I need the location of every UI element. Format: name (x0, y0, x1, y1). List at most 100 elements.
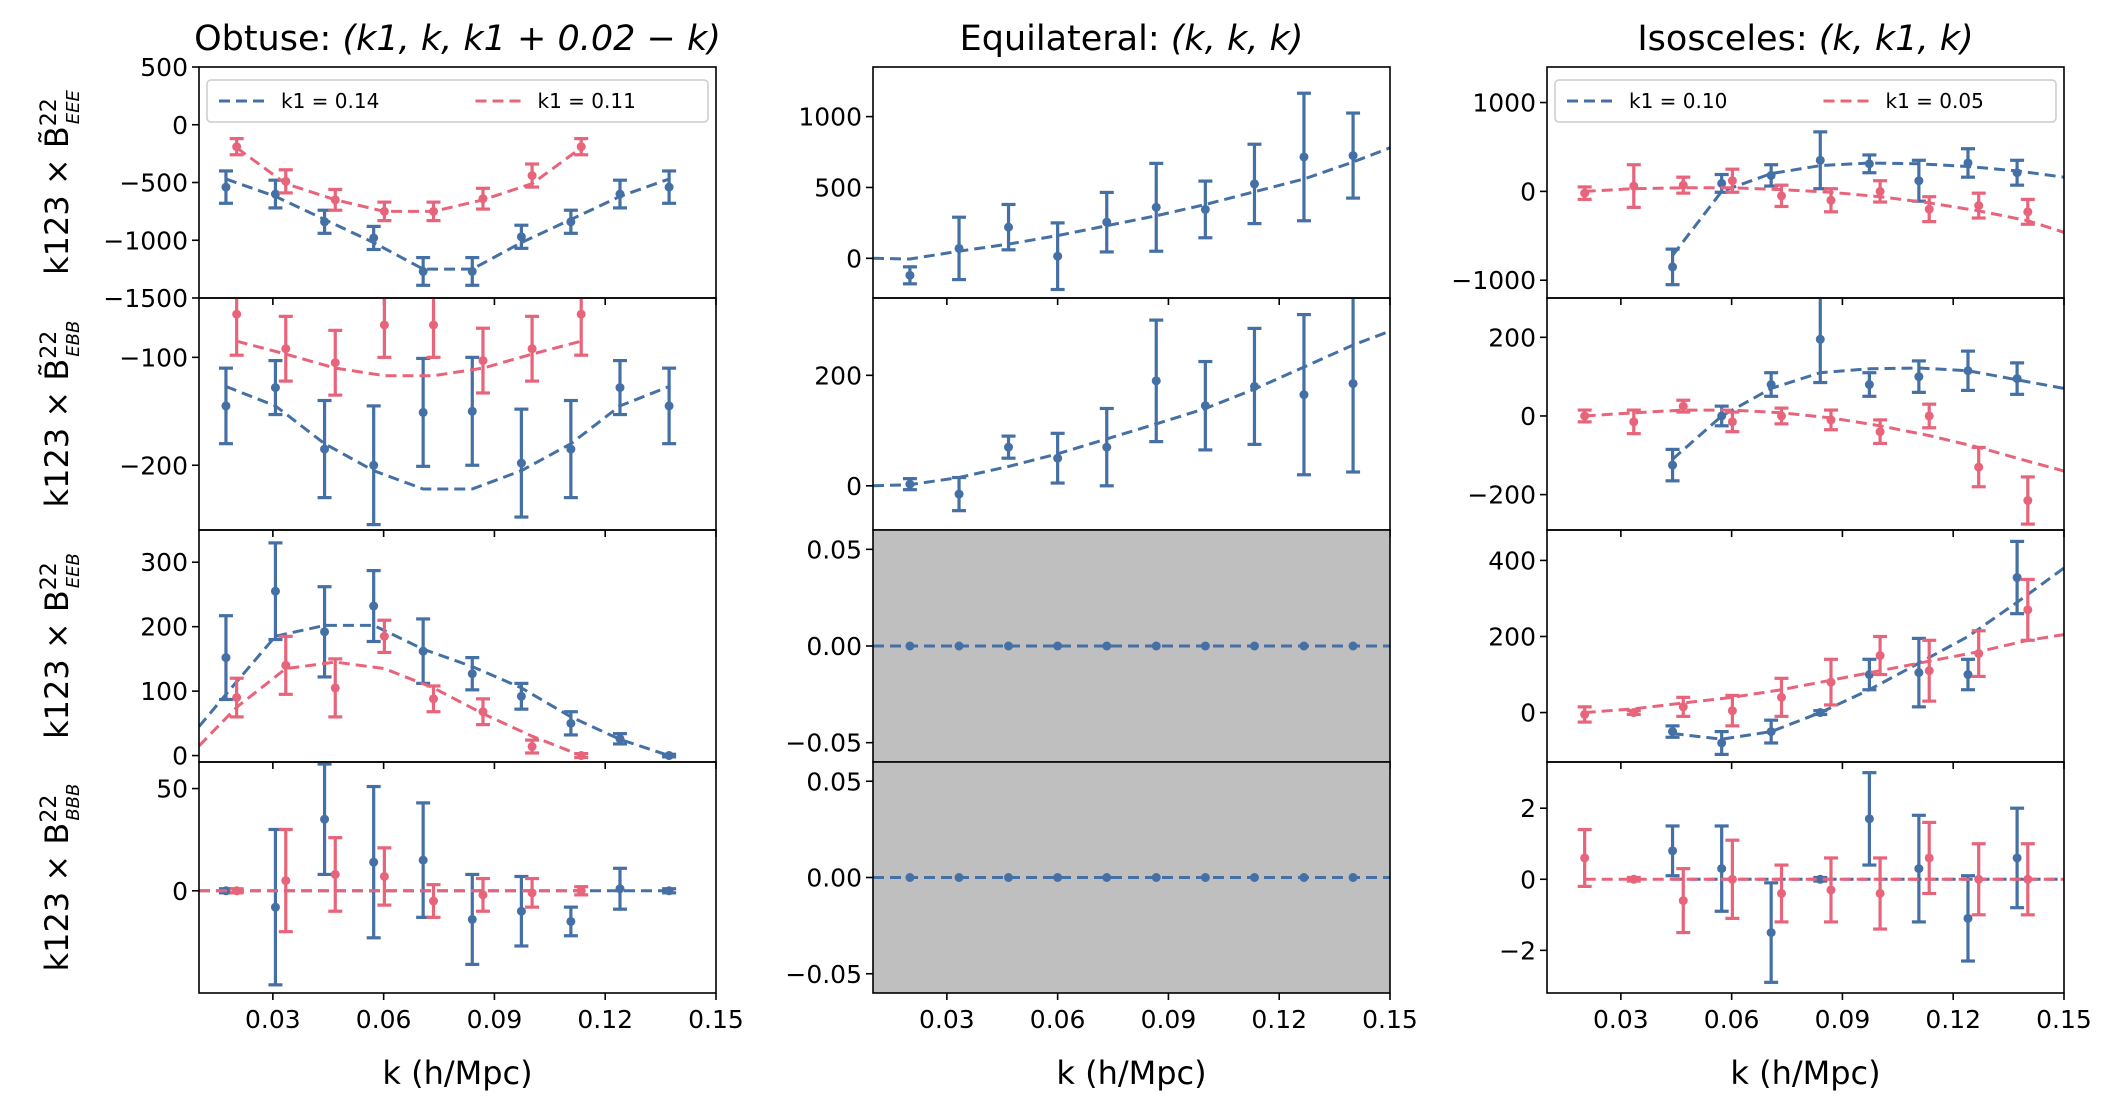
data-point-blue (1200, 873, 1210, 882)
marker (1826, 195, 1836, 205)
data-point-red (1676, 867, 1691, 935)
y-tick-label: 0.00 (806, 864, 862, 893)
marker (664, 182, 674, 192)
ylabel-sub: EEE (63, 89, 84, 124)
theory-curve-blue (225, 385, 670, 491)
marker (1629, 417, 1639, 427)
marker (1299, 152, 1309, 162)
theory-curve-blue (873, 329, 1390, 488)
marker (418, 855, 428, 865)
marker (1963, 366, 1973, 376)
panel-r3-c0: 50 0 0.03 0.06 0.09 0.12 0.15 (156, 761, 744, 1034)
data-point-red (229, 886, 244, 896)
data-point-blue (465, 255, 480, 287)
marker (478, 194, 488, 204)
marker (1914, 372, 1924, 382)
marker (1776, 411, 1786, 421)
data-point-red (475, 697, 490, 727)
marker (1717, 738, 1727, 748)
marker (1924, 666, 1934, 676)
data-point-blue (1053, 641, 1063, 651)
marker (615, 884, 625, 894)
marker (281, 660, 291, 670)
plot-area (1577, 771, 2064, 984)
marker (1815, 708, 1825, 718)
data-point-blue (1714, 729, 1729, 756)
data-point-blue (662, 366, 677, 446)
data-point-red (1971, 445, 1986, 489)
marker (516, 458, 526, 468)
data-point-blue (218, 169, 233, 205)
marker (281, 344, 291, 354)
marker (232, 142, 242, 152)
marker (1864, 380, 1874, 390)
legend-col-2: k1 = 0.10 k1 = 0.05 (1554, 79, 2057, 123)
marker (954, 243, 964, 253)
marker (1776, 888, 1786, 898)
data-point-red (2020, 197, 2035, 226)
marker (1004, 442, 1014, 452)
marker (1249, 381, 1259, 391)
data-point-blue (1960, 874, 1975, 963)
data-point-blue (1911, 359, 1926, 394)
data-point-blue (1960, 147, 1975, 179)
data-point-blue (952, 475, 967, 513)
marker (2012, 573, 2022, 583)
legend-label: k1 = 0.05 (1886, 89, 1984, 113)
data-point-blue (268, 541, 283, 642)
data-point-blue (612, 866, 627, 911)
data-point-blue (902, 477, 917, 492)
marker (1875, 888, 1885, 898)
marker (576, 142, 586, 152)
data-point-blue (317, 585, 332, 679)
marker (1678, 401, 1688, 411)
marker (1004, 641, 1014, 651)
theory-curve-blue (873, 146, 1390, 261)
marker (516, 906, 526, 916)
data-point-red (574, 298, 589, 357)
marker (1102, 641, 1112, 651)
ylabel-sub: BBB (63, 784, 84, 821)
marker (1717, 178, 1727, 188)
data-point-red (1873, 856, 1888, 931)
marker (1299, 873, 1309, 882)
marker (527, 742, 537, 752)
plot-area (199, 762, 677, 987)
x-tick-label: 0.15 (2036, 1005, 2092, 1034)
marker (1815, 874, 1825, 884)
plot-area (1577, 539, 2064, 756)
data-point-blue (465, 355, 480, 467)
data-point-blue (905, 641, 915, 651)
marker (1629, 708, 1639, 718)
x-tick-label: 0.09 (1141, 1005, 1197, 1034)
theory-curve-blue (1671, 161, 2064, 257)
y-tick-label: 0 (1520, 177, 1536, 206)
data-point-red (1626, 708, 1641, 718)
axes-frame (1546, 761, 2065, 994)
data-point-blue (366, 404, 381, 527)
legend-box (1554, 79, 2057, 123)
marker (1963, 913, 1973, 923)
ylabel-sup: 22 (37, 562, 62, 590)
data-point-red (328, 328, 343, 397)
y-tick-label: 500 (814, 173, 862, 202)
marker (1151, 376, 1161, 386)
x-axis-label-1: k (h/Mpc) (1056, 1054, 1206, 1092)
data-point-blue (317, 762, 332, 877)
data-point-red (426, 684, 441, 714)
data-point-blue (1862, 153, 1877, 175)
marker (1826, 885, 1836, 895)
data-point-blue (218, 614, 233, 702)
data-point-blue (366, 784, 381, 940)
marker (1864, 159, 1874, 169)
data-point-blue (1001, 202, 1016, 252)
data-point-red (1922, 402, 1937, 430)
y-tick-label: 100 (140, 677, 188, 706)
data-point-blue (612, 732, 627, 746)
y-tick-label: 2 (1520, 794, 1536, 823)
marker (467, 669, 477, 679)
data-point-red (1971, 842, 1986, 917)
marker (221, 401, 231, 411)
data-point-red (1676, 175, 1691, 195)
data-point-red (1626, 874, 1641, 884)
